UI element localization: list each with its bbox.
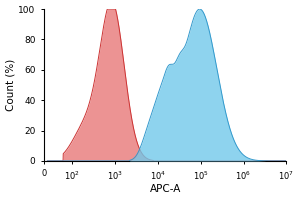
Y-axis label: Count (%): Count (%) <box>6 59 16 111</box>
X-axis label: APC-A: APC-A <box>149 184 181 194</box>
